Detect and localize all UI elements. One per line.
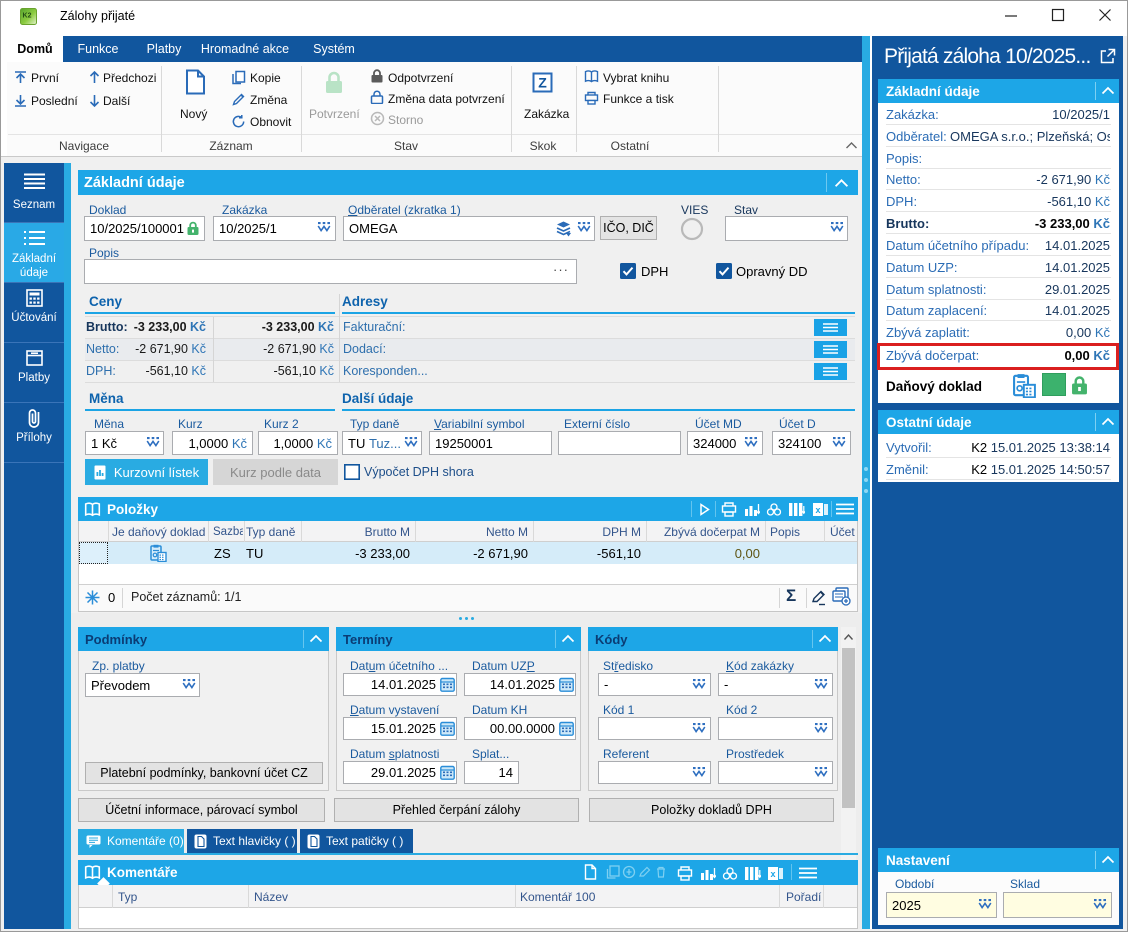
svg-text:Z: Z	[538, 75, 547, 91]
svg-text:K2: K2	[23, 13, 32, 20]
svg-text:x: x	[815, 505, 820, 515]
svg-text:x: x	[770, 869, 775, 879]
